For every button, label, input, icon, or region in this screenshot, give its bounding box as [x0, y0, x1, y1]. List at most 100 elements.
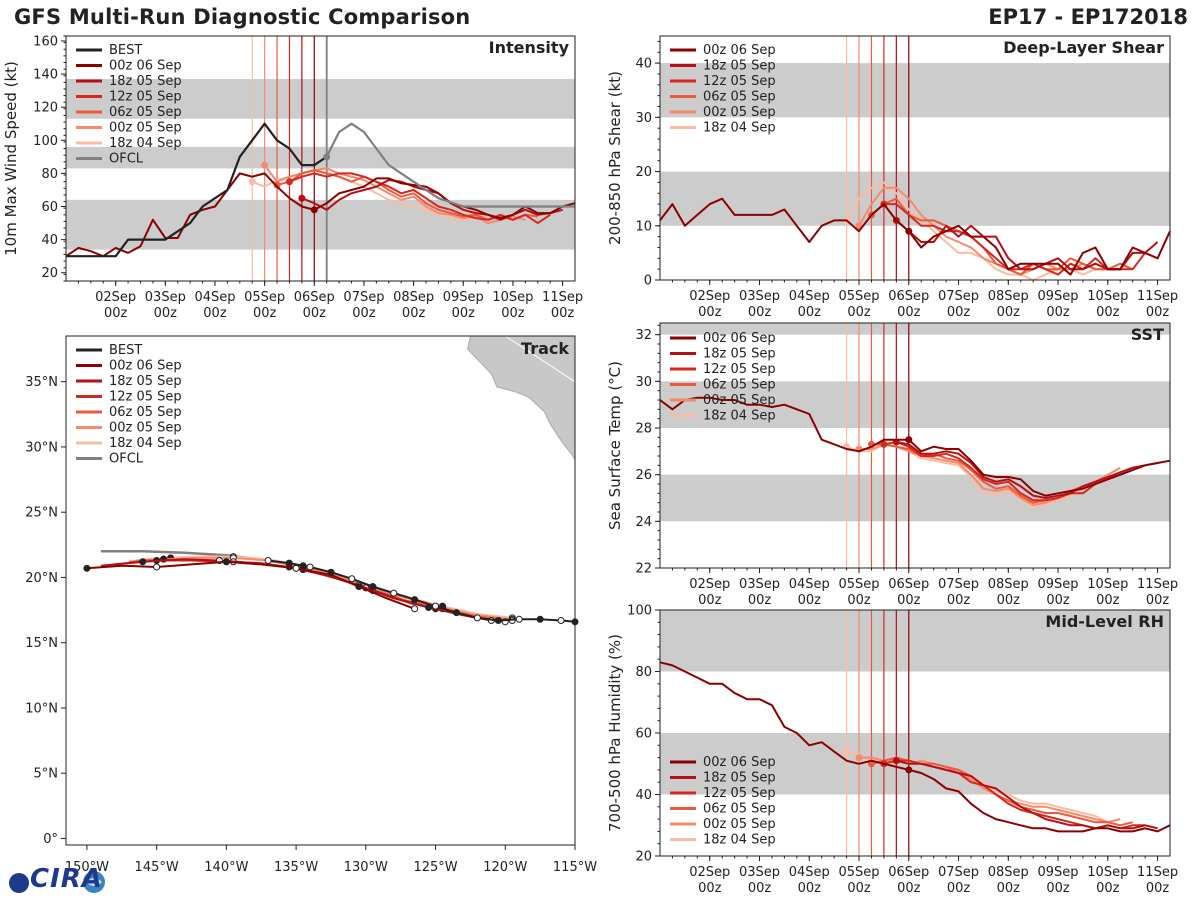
sst-init-marker: [880, 440, 888, 448]
rh-init-marker: [855, 754, 863, 762]
intensity-ytick-label: 120: [33, 101, 58, 116]
rh-init-marker: [843, 747, 851, 755]
sst-xtick-label: 00z: [847, 593, 871, 608]
sst-xtick-label: 00z: [798, 593, 822, 608]
shear-init-marker: [905, 227, 913, 235]
track-best-marker: [369, 583, 377, 591]
shear-ytick-label: 30: [635, 111, 652, 126]
track-best-line: [268, 559, 576, 623]
rh-xtick-label: 00z: [1046, 881, 1070, 896]
track-legend-label: 18z 04 Sep: [109, 436, 182, 451]
sst-xtick-label: 04Sep: [789, 577, 830, 592]
intensity-xtick-label: 00z: [253, 306, 277, 321]
intensity-xtick-label: 08Sep: [393, 290, 434, 305]
shear-ytick-label: 0: [644, 274, 652, 289]
track-xtick-label: 145°W: [135, 860, 179, 875]
intensity-ofcl-marker: [323, 153, 331, 161]
track-point-marker: [411, 605, 419, 613]
shear-xtick-label: 00z: [798, 305, 822, 320]
track-best-marker: [390, 589, 398, 597]
sst-xtick-label: 00z: [1146, 593, 1170, 608]
page-title: GFS Multi-Run Diagnostic Comparison: [14, 5, 471, 29]
track-frame: [65, 335, 576, 846]
intensity-xtick-label: 00z: [154, 306, 178, 321]
rh-panel: [655, 609, 1171, 861]
sst-shade-band: [660, 323, 1170, 335]
track-point-marker: [222, 558, 230, 566]
shear-legend-label: 18z 05 Sep: [703, 59, 776, 74]
rh-xtick-label: 00z: [748, 881, 772, 896]
track-xtick-label: 135°W: [274, 860, 318, 875]
rh-title: Mid-Level RH: [1045, 612, 1164, 631]
sst-legend-label: 18z 04 Sep: [703, 409, 776, 424]
intensity-xtick-label: 05Sep: [244, 290, 285, 305]
cira-logo-icon: [9, 871, 105, 893]
intensity-ytick-label: 20: [41, 266, 58, 281]
track-xtick-label: 125°W: [413, 860, 457, 875]
sst-xtick-label: 05Sep: [839, 577, 880, 592]
track-xtick-label: 115°W: [553, 860, 597, 875]
shear-xtick-label: 08Sep: [988, 289, 1029, 304]
sst-legend-label: 12z 05 Sep: [703, 362, 776, 377]
sst-xtick-label: 00z: [748, 593, 772, 608]
rh-legend-label: 00z 05 Sep: [703, 817, 776, 832]
sst-xtick-label: 11Sep: [1137, 577, 1178, 592]
shear-legend-label: 18z 04 Sep: [703, 121, 776, 136]
shear-xtick-label: 00z: [997, 305, 1021, 320]
sst-legend-label: 00z 05 Sep: [703, 393, 776, 408]
track-ytick-label: 0°: [43, 832, 58, 847]
shear-xtick-label: 00z: [748, 305, 772, 320]
intensity-series-line: [65, 172, 576, 258]
shear-panel: [655, 35, 1171, 285]
track-best-marker: [306, 563, 314, 571]
intensity-init-marker: [298, 194, 306, 202]
intensity-xtick-label: 00z: [501, 306, 525, 321]
shear-xtick-label: 07Sep: [938, 289, 979, 304]
track-ytick-label: 35°N: [25, 375, 58, 390]
intensity-shade-band: [66, 79, 575, 119]
sst-init-marker: [905, 436, 913, 444]
sst-xtick-label: 00z: [897, 593, 921, 608]
track-point-marker: [139, 558, 147, 566]
intensity-best-line: [66, 122, 328, 258]
intensity-ytick-label: 60: [41, 200, 58, 215]
sst-ytick-label: 28: [635, 422, 652, 437]
shear-xtick-label: 10Sep: [1087, 289, 1128, 304]
track-ytick-label: 15°N: [25, 636, 58, 651]
rh-xtick-label: 10Sep: [1087, 865, 1128, 880]
storm-id: EP17 - EP172018: [988, 5, 1188, 29]
shear-xtick-label: 00z: [1146, 305, 1170, 320]
intensity-xtick-label: 00z: [303, 306, 327, 321]
shear-frame: [659, 35, 1171, 281]
shear-xtick-label: 00z: [1046, 305, 1070, 320]
rh-xtick-label: 00z: [1146, 881, 1170, 896]
sst-xtick-label: 07Sep: [938, 577, 979, 592]
track-xtick-label: 120°W: [483, 860, 527, 875]
rh-xtick-label: 00z: [997, 881, 1021, 896]
shear-legend-label: 12z 05 Sep: [703, 74, 776, 89]
rh-xtick-label: 00z: [847, 881, 871, 896]
track-best-marker: [557, 617, 565, 625]
track-legend-label: 12z 05 Sep: [109, 390, 182, 405]
intensity-shade-band: [66, 146, 575, 169]
rh-init-marker: [892, 757, 900, 765]
intensity-init-marker: [261, 161, 269, 169]
track-best-marker: [452, 609, 460, 617]
rh-shade-band: [660, 610, 1170, 672]
sst-xtick-label: 00z: [1096, 593, 1120, 608]
intensity-ytick-label: 100: [33, 134, 58, 149]
track-best-marker: [494, 617, 502, 625]
intensity-xtick-label: 03Sep: [145, 290, 186, 305]
rh-ytick-label: 20: [635, 850, 652, 865]
rh-legend-label: 00z 06 Sep: [703, 755, 776, 770]
shear-xtick-label: 04Sep: [789, 289, 830, 304]
rh-xtick-label: 00z: [897, 881, 921, 896]
shear-xtick-label: 00z: [947, 305, 971, 320]
intensity-xtick-label: 09Sep: [443, 290, 484, 305]
intensity-panel: [61, 35, 576, 286]
track-land: [467, 335, 576, 461]
intensity-init-marker: [273, 181, 281, 189]
intensity-xtick-label: 06Sep: [294, 290, 335, 305]
rh-ytick-label: 40: [635, 788, 652, 803]
intensity-xtick-label: 02Sep: [95, 290, 136, 305]
